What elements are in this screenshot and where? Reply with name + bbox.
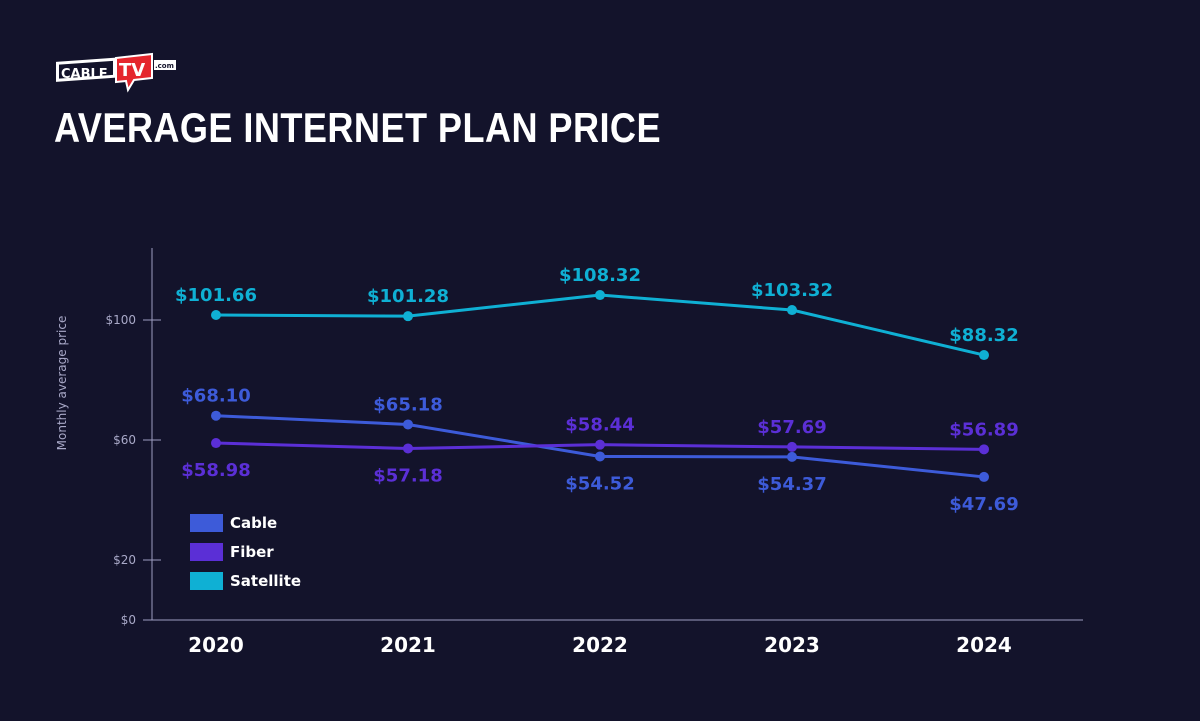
- data-label-satellite: $101.66: [175, 285, 257, 306]
- chart-title: AVERAGE INTERNET PLAN PRICE: [54, 104, 661, 151]
- y-axis-label: Monthly average price: [55, 316, 69, 451]
- legend-swatch-cable: [190, 514, 223, 532]
- data-label-cable: $68.10: [181, 386, 250, 407]
- data-label-cable: $65.18: [373, 394, 442, 415]
- y-tick-label: $0: [121, 613, 136, 627]
- data-point-cable: [979, 471, 989, 482]
- data-point-fiber: [595, 439, 605, 450]
- x-tick-label: 2023: [764, 633, 820, 657]
- data-point-fiber: [979, 444, 989, 455]
- x-tick-label: 2024: [956, 633, 1012, 657]
- data-label-satellite: $108.32: [559, 265, 641, 286]
- svg-text:TV: TV: [119, 60, 145, 81]
- data-point-satellite: [211, 310, 221, 321]
- cabletv-logo: CABLE TV .com: [56, 52, 176, 93]
- data-point-satellite: [787, 305, 797, 316]
- legend-label-satellite: Satellite: [230, 572, 301, 590]
- data-label-cable: $54.52: [565, 473, 634, 494]
- legend-label-cable: Cable: [230, 514, 277, 532]
- data-point-cable: [787, 451, 797, 462]
- x-tick-label: 2021: [380, 633, 436, 657]
- data-label-fiber: $58.98: [181, 460, 250, 481]
- y-tick-label: $20: [113, 553, 136, 567]
- y-tick-label: $60: [113, 433, 136, 447]
- data-label-fiber: $57.69: [757, 417, 826, 438]
- svg-text:CABLE: CABLE: [61, 67, 108, 82]
- x-tick-label: 2020: [188, 633, 244, 657]
- y-tick-label: $100: [105, 313, 136, 327]
- data-point-satellite: [595, 290, 605, 301]
- legend-swatch-satellite: [190, 572, 223, 590]
- data-label-satellite: $88.32: [949, 325, 1018, 346]
- data-point-cable: [595, 451, 605, 462]
- legend-swatch-fiber: [190, 543, 223, 561]
- data-point-fiber: [403, 443, 413, 454]
- data-label-cable: $54.37: [757, 474, 826, 495]
- svg-text:.com: .com: [155, 62, 174, 70]
- data-point-cable: [211, 410, 221, 421]
- x-tick-label: 2022: [572, 633, 628, 657]
- data-label-fiber: $58.44: [565, 415, 634, 436]
- data-label-satellite: $103.32: [751, 280, 833, 301]
- data-label-fiber: $56.89: [949, 419, 1018, 440]
- legend-label-fiber: Fiber: [230, 543, 274, 561]
- data-point-satellite: [979, 350, 989, 361]
- data-point-fiber: [211, 438, 221, 449]
- data-point-satellite: [403, 311, 413, 322]
- data-label-fiber: $57.18: [373, 465, 442, 486]
- data-point-fiber: [787, 441, 797, 452]
- series-line-satellite: [215, 293, 985, 357]
- data-label-satellite: $101.28: [367, 286, 449, 307]
- data-label-cable: $47.69: [949, 494, 1018, 515]
- data-point-cable: [403, 419, 413, 430]
